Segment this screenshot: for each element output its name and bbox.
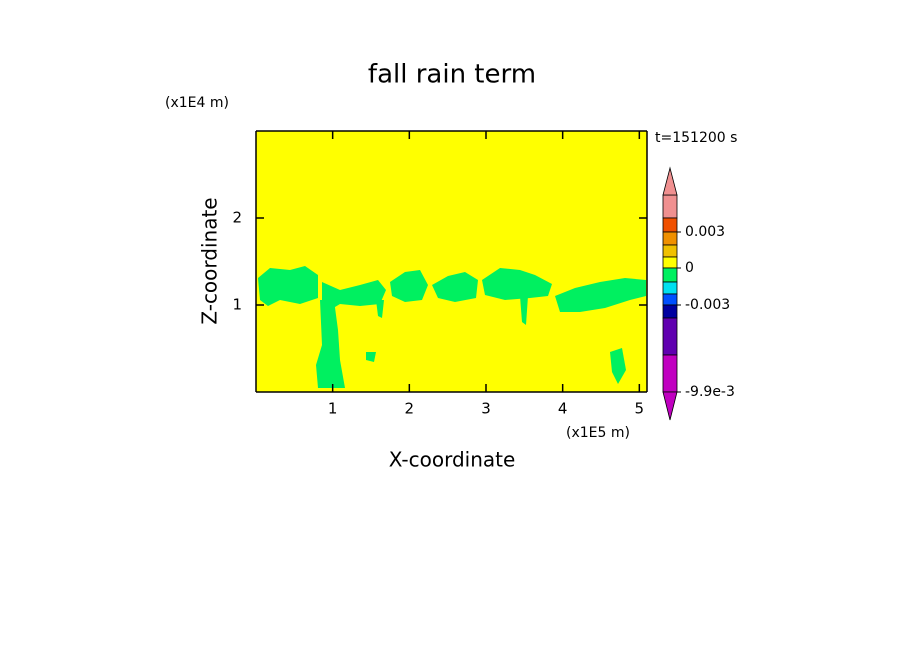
colorbar-box bbox=[662, 217, 678, 233]
colorbar-label: -0.003 bbox=[685, 297, 730, 313]
colorbar-box bbox=[662, 267, 678, 283]
colorbar-arrow bbox=[662, 166, 678, 196]
annotation: t=151200 s bbox=[655, 130, 737, 146]
colorbar-box bbox=[662, 281, 678, 295]
y-unit: (x1E4 m) bbox=[165, 95, 229, 111]
colorbar-box bbox=[662, 304, 678, 319]
chart-title: fall rain term bbox=[368, 60, 536, 90]
colorbar-label: 0 bbox=[685, 260, 694, 276]
contour-region bbox=[555, 278, 646, 312]
x-tick-label: 1 bbox=[328, 400, 338, 418]
colorbar-label: 0.003 bbox=[685, 224, 725, 240]
contour-region bbox=[316, 300, 345, 388]
colorbar-box bbox=[662, 293, 678, 306]
x-tick-label: 4 bbox=[558, 400, 568, 418]
x-axis-title: X-coordinate bbox=[389, 448, 516, 472]
contour-region bbox=[390, 270, 428, 302]
colorbar-box bbox=[662, 317, 678, 356]
contour-region bbox=[376, 300, 384, 318]
colorbar-box bbox=[662, 194, 678, 219]
contour-region bbox=[432, 272, 478, 302]
contour-region bbox=[258, 266, 318, 306]
colorbar-label: -9.9e-3 bbox=[685, 384, 735, 400]
colorbar-box bbox=[662, 231, 678, 246]
field-background bbox=[256, 131, 647, 392]
plot-area: 1 2 3 4 5 1 2 bbox=[232, 130, 648, 418]
colorbar: 0.003 0 -0.003 -9.9e-3 bbox=[662, 166, 735, 421]
colorbar-arrow bbox=[662, 391, 678, 421]
y-axis-title: Z-coordinate bbox=[198, 197, 222, 324]
contour-region bbox=[610, 348, 626, 384]
x-tick-label: 3 bbox=[481, 400, 491, 418]
colorbar-box bbox=[662, 244, 678, 258]
y-tick-label: 2 bbox=[232, 209, 242, 227]
x-tick-label: 2 bbox=[405, 400, 415, 418]
y-tick-label: 1 bbox=[232, 296, 242, 314]
contour-region bbox=[322, 280, 386, 310]
contour-region bbox=[482, 268, 552, 300]
x-tick-label: 5 bbox=[635, 400, 645, 418]
contour-region bbox=[520, 296, 528, 325]
contour-region bbox=[366, 352, 376, 362]
colorbar-box bbox=[662, 354, 678, 393]
x-unit: (x1E5 m) bbox=[566, 425, 630, 441]
colorbar-box bbox=[662, 256, 678, 269]
